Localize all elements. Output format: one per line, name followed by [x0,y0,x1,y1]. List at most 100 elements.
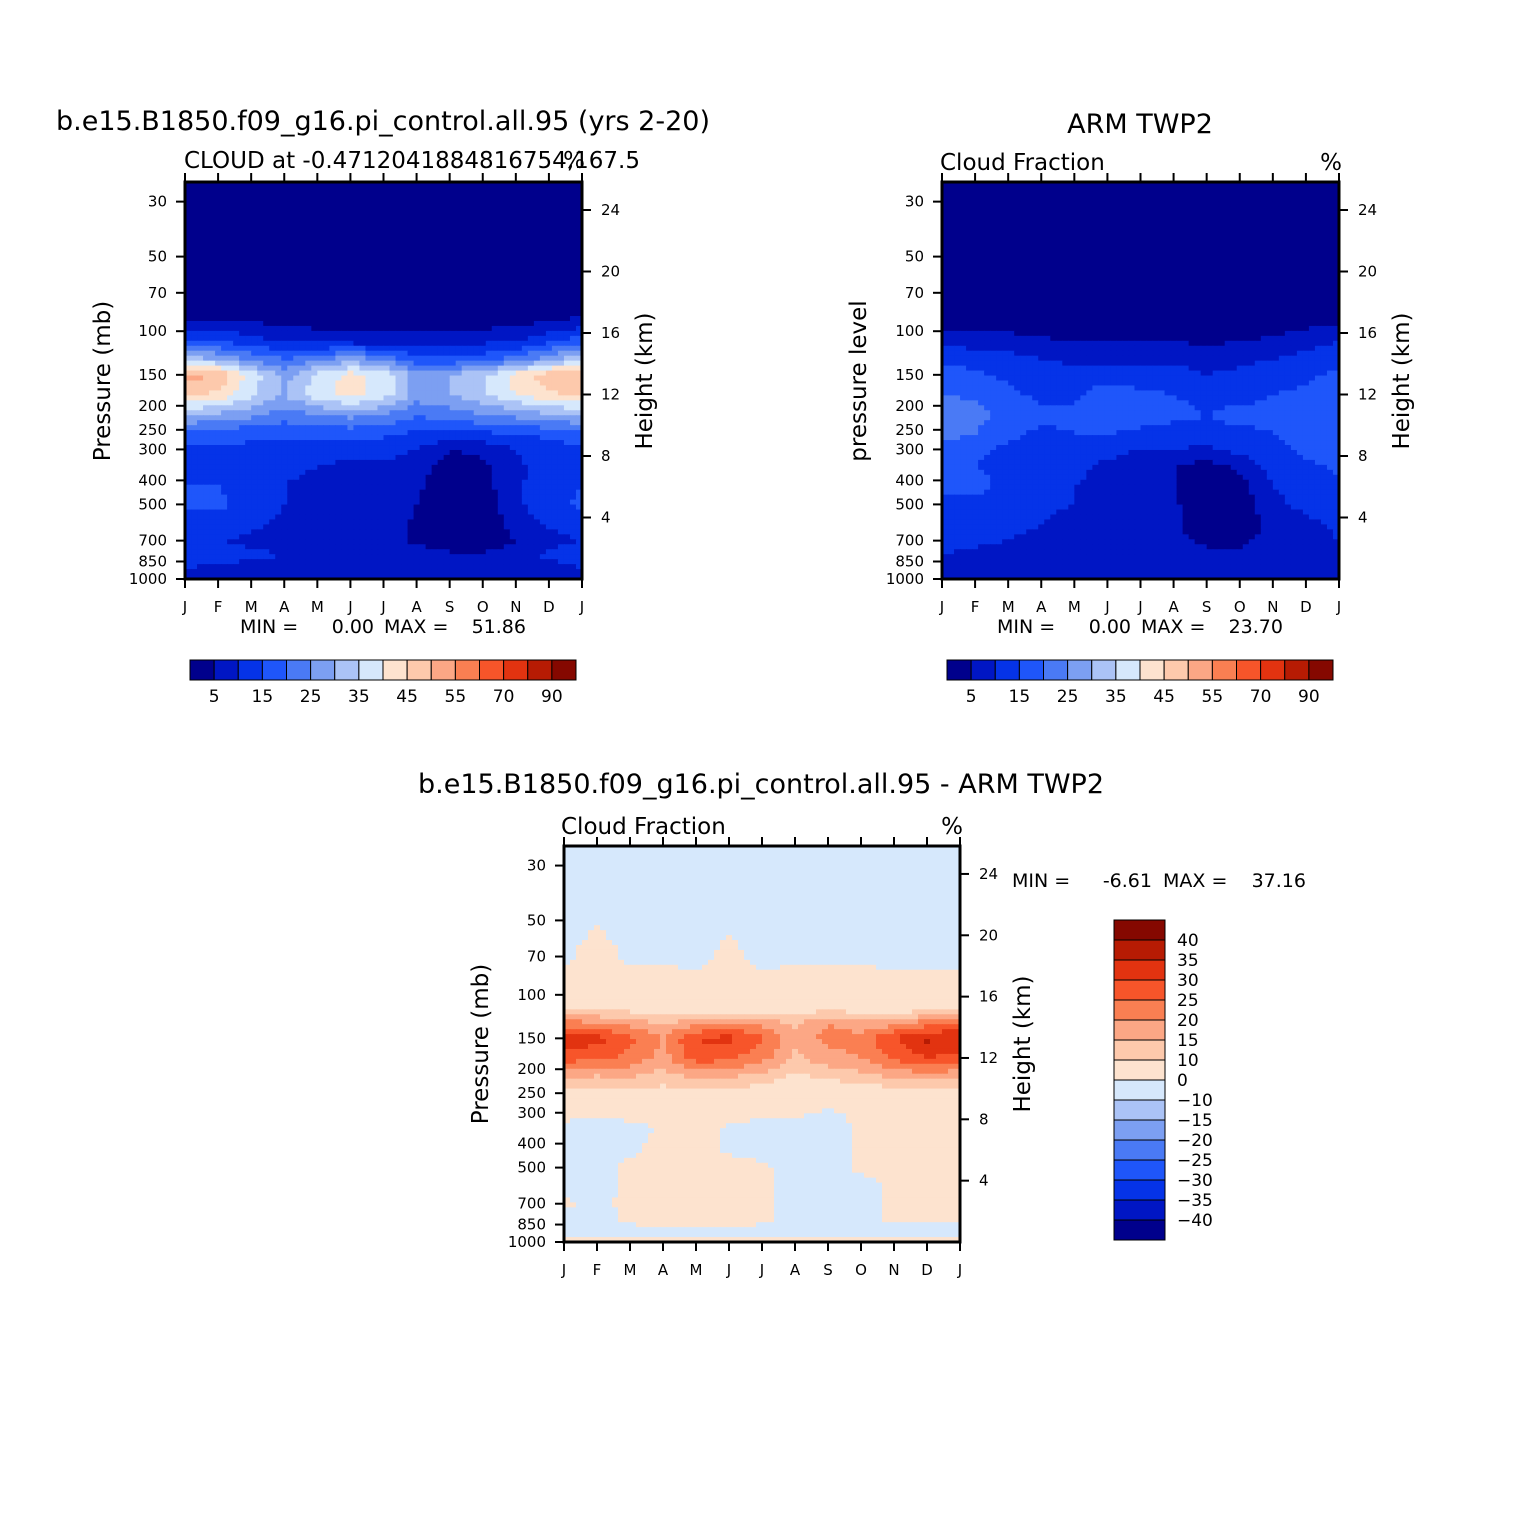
field-cell [557,306,565,312]
field-cell [515,335,523,342]
field-cell [467,256,475,262]
field-cell [281,410,288,416]
field-cell [215,246,222,253]
field-cell [443,489,451,496]
field-cell [575,415,583,421]
field-cell [419,519,427,526]
field-cell [461,345,469,352]
field-cell [185,385,192,392]
field-cell [263,445,270,451]
field-cell [461,281,469,287]
field-cell [215,186,222,193]
field-cell [275,464,282,471]
field-cell [527,206,535,213]
field-cell [287,430,294,436]
field-cell [437,469,445,476]
field-cell [239,544,246,550]
field-cell [419,330,427,337]
field-cell [371,390,379,396]
field-cell [491,430,499,436]
field-cell [449,390,457,396]
field-cell [197,201,204,208]
field-cell [377,479,385,486]
field-cell [221,256,228,262]
field-cell [335,256,342,262]
field-cell [377,201,385,208]
field-cell [245,271,252,277]
field-cell [203,306,210,312]
field-cell [485,509,493,516]
field-cell [539,360,547,367]
field-cell [215,494,222,501]
field-cell [545,311,553,317]
field-cell [251,489,258,496]
field-cell [389,345,397,352]
field-cell [491,435,499,441]
field-cell [479,231,487,238]
field-cell [257,231,264,238]
field-cell [215,241,222,248]
field-cell [401,345,409,352]
field-cell [287,454,294,461]
field-cell [293,464,300,471]
field-cell [371,291,379,297]
field-cell [563,390,571,396]
field-cell [383,306,391,312]
field-cell [563,182,571,188]
field-cell [359,459,367,466]
field-cell [227,320,234,327]
field-cell [395,236,403,243]
field-cell [509,410,517,416]
field-cell [215,499,222,506]
field-cell [263,549,270,555]
field-cell [407,360,415,367]
field-cell [527,405,535,411]
field-cell [227,325,234,332]
field-cell [281,420,288,426]
field-cell [539,311,547,317]
field-cell [527,489,535,496]
field-cell [437,182,445,188]
field-cell [251,395,258,401]
field-cell [419,325,427,332]
field-cell [365,211,373,218]
field-cell [245,186,252,193]
field-cell [389,340,397,347]
field-cell [455,385,463,392]
field-cell [293,256,300,262]
field-cell [215,315,222,322]
field-cell [347,206,355,213]
field-cell [551,246,559,253]
field-cell [275,529,282,535]
field-cell [563,484,571,491]
field-cell [485,276,493,282]
field-cell [479,345,487,352]
field-cell [185,410,192,416]
field-cell [545,479,553,486]
field-cell [395,469,403,476]
field-cell [509,430,517,436]
field-cell [443,395,451,401]
field-cell [353,335,361,342]
field-cell [233,320,240,327]
field-cell [569,390,577,396]
field-cell [437,504,445,511]
field-cell [551,231,559,238]
field-cell [365,216,373,223]
field-cell [467,236,475,243]
field-cell [551,380,559,387]
field-cell [209,435,216,441]
field-cell [389,524,397,530]
field-cell [329,390,336,396]
field-cell [569,291,577,297]
field-cell [395,325,403,332]
field-cell [335,216,342,223]
field-cell [557,449,565,456]
field-cell [185,182,192,188]
field-cell [575,196,583,203]
field-cell [365,440,373,446]
field-cell [533,301,541,307]
field-cell [221,395,228,401]
field-cell [563,529,571,535]
field-cell [575,221,583,228]
